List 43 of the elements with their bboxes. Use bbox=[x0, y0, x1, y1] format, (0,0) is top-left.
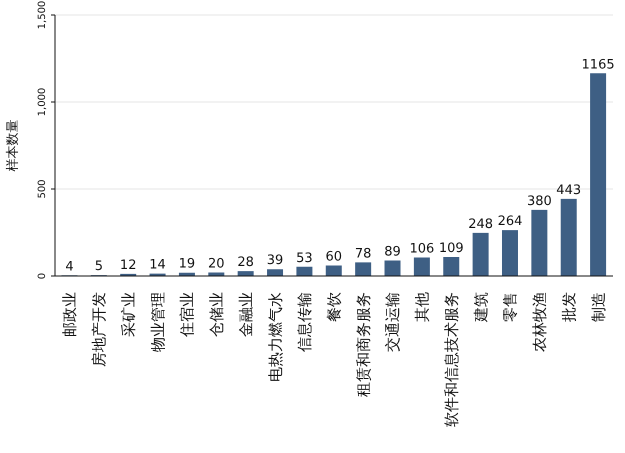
x-tick-label: 制造 bbox=[589, 292, 608, 322]
x-tick-label: 采矿业 bbox=[119, 292, 138, 337]
x-tick-label: 房地产开发 bbox=[90, 292, 108, 367]
x-tick-label: 其他 bbox=[413, 292, 432, 322]
data-label: 248 bbox=[468, 216, 494, 232]
data-label: 20 bbox=[208, 256, 225, 272]
y-tick-label: 500 bbox=[37, 179, 48, 199]
y-axis-title: 样本数量 bbox=[6, 120, 21, 172]
data-label: 106 bbox=[409, 242, 434, 257]
x-tick-label: 金融业 bbox=[236, 292, 255, 337]
x-tick-label: 电热力燃气水 bbox=[266, 292, 284, 382]
data-label: 19 bbox=[178, 256, 196, 272]
x-tick-label: 邮政业 bbox=[60, 292, 79, 337]
data-label: 78 bbox=[354, 246, 372, 262]
x-tick-label: 物业管理 bbox=[148, 292, 167, 352]
data-label: 109 bbox=[438, 241, 464, 256]
data-label: 39 bbox=[266, 253, 284, 268]
data-label: 5 bbox=[94, 259, 103, 274]
data-label: 60 bbox=[326, 250, 342, 265]
x-tick-label: 建筑 bbox=[472, 292, 490, 323]
data-label: 1165 bbox=[582, 57, 615, 72]
x-tick-label: 软件和信息技术服务 bbox=[442, 292, 460, 427]
data-label: 28 bbox=[237, 255, 254, 270]
data-label: 264 bbox=[498, 214, 522, 230]
data-label: 12 bbox=[120, 258, 136, 273]
y-tick-label: 0 bbox=[37, 272, 48, 280]
data-label: 89 bbox=[384, 244, 401, 260]
x-tick-label: 仓储业 bbox=[208, 292, 226, 337]
x-tick-label: 租赁和商务服务 bbox=[354, 292, 372, 397]
x-tick-label: 批发 bbox=[560, 292, 578, 322]
data-label: 4 bbox=[65, 259, 74, 274]
y-tick-label: 1,000 bbox=[37, 88, 48, 116]
x-tick-label: 农林牧渔 bbox=[530, 292, 549, 352]
x-tick-label: 交通运输 bbox=[384, 292, 402, 352]
x-tick-label: 零售 bbox=[501, 292, 520, 322]
data-label: 53 bbox=[296, 250, 313, 266]
x-tick-label: 住宿业 bbox=[178, 292, 196, 338]
x-tick-label: 餐饮 bbox=[325, 292, 343, 322]
data-label: 14 bbox=[149, 258, 166, 273]
y-tick-label: 1,500 bbox=[37, 0, 48, 30]
x-tick-label: 信息传输 bbox=[296, 292, 314, 352]
data-label: 443 bbox=[556, 182, 582, 198]
data-label: 380 bbox=[526, 194, 552, 209]
